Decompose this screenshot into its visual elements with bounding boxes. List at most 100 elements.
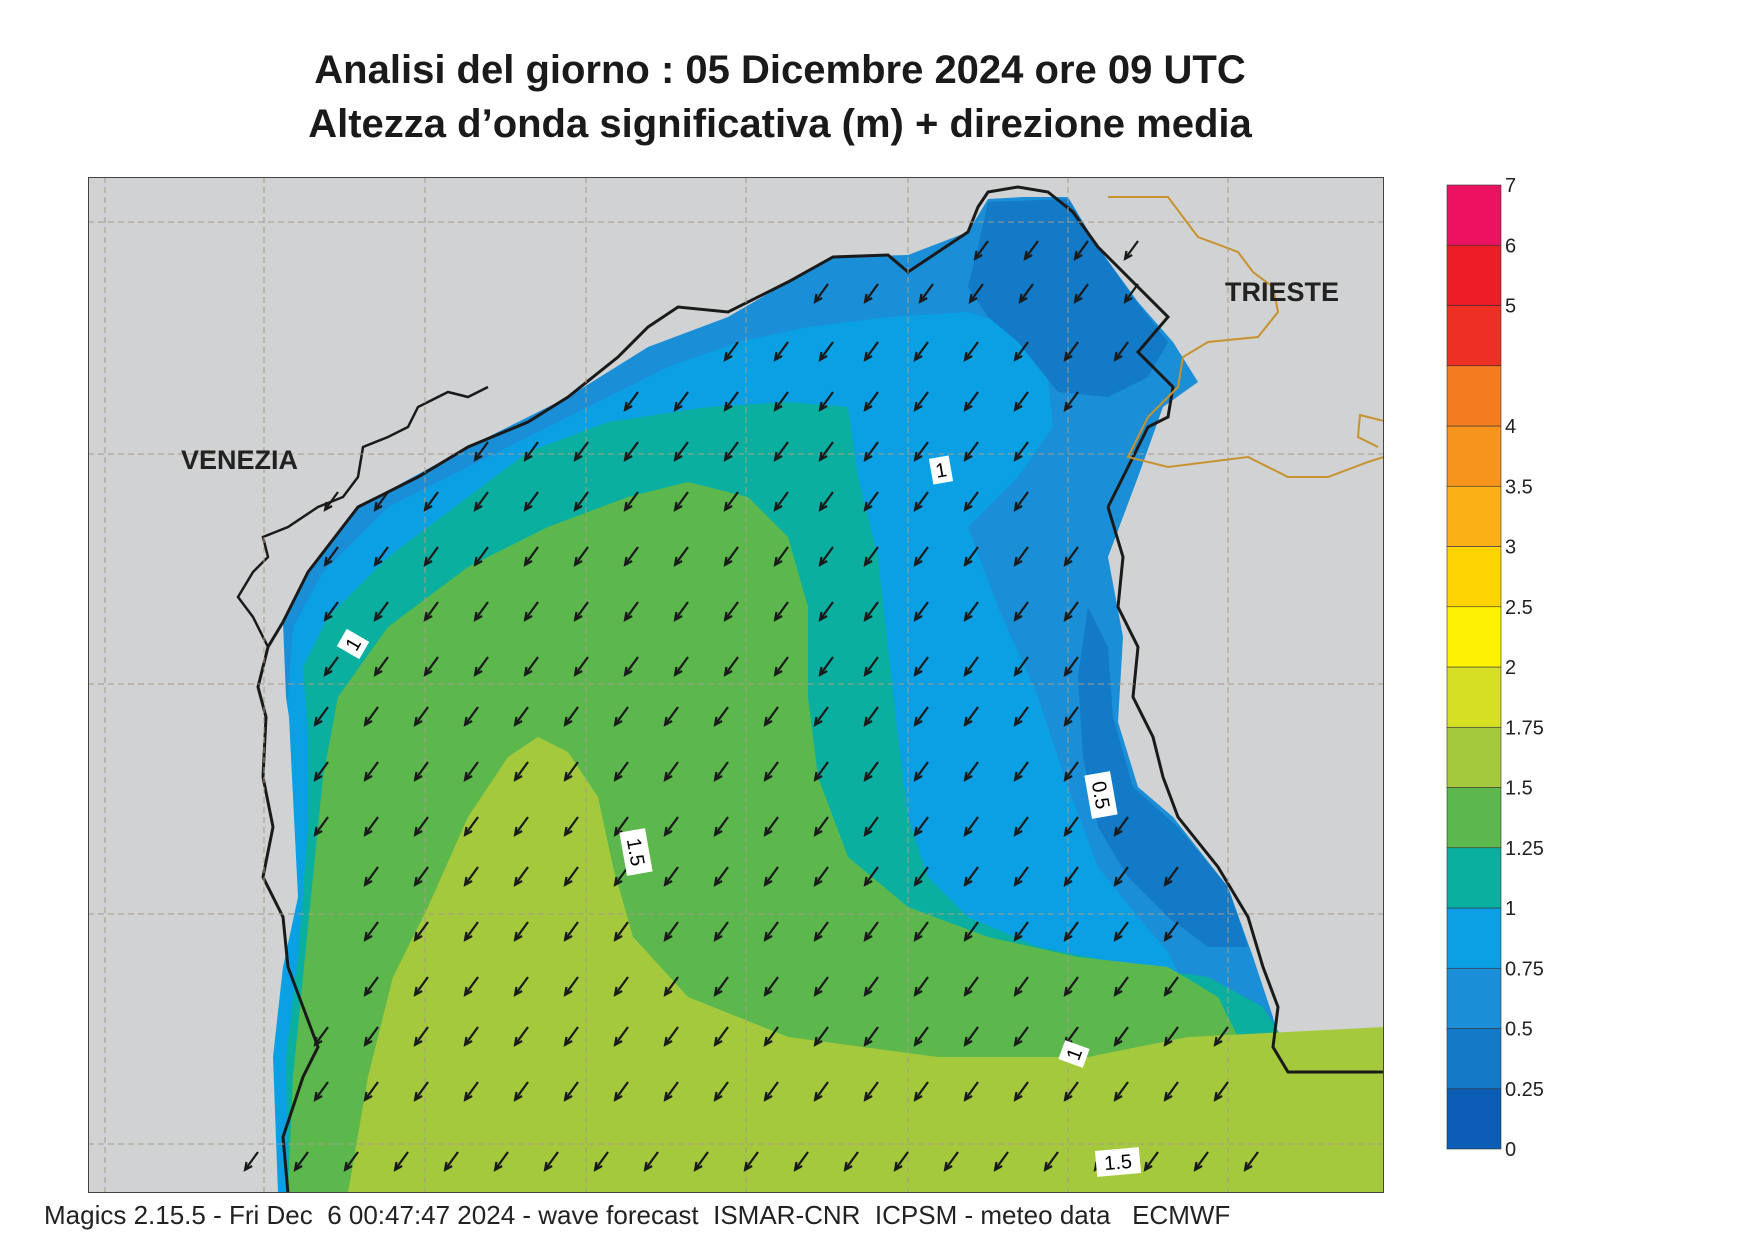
- direction-arrow-shaft: [474, 441, 489, 461]
- direction-arrow-shaft: [864, 391, 879, 411]
- direction-arrow-head: [563, 986, 573, 997]
- direction-arrow-shaft: [664, 1081, 679, 1101]
- direction-arrow-head: [713, 716, 723, 727]
- direction-arrow-head: [723, 611, 733, 622]
- direction-arrow-shaft: [714, 816, 729, 836]
- direction-arrow-shaft: [624, 656, 639, 676]
- contour-label-1-north: 1: [928, 455, 954, 485]
- direction-arrow-shaft: [814, 1081, 829, 1101]
- direction-arrow-shaft: [464, 816, 479, 836]
- direction-arrow-head: [813, 1091, 823, 1102]
- direction-arrow-shaft: [1014, 391, 1029, 411]
- direction-arrow-head: [863, 1036, 873, 1047]
- direction-arrow-shaft: [444, 1151, 459, 1171]
- graticule: [88, 177, 1384, 1193]
- direction-arrow-head: [963, 611, 973, 622]
- direction-arrow-head: [673, 451, 683, 462]
- direction-arrow-shaft: [1014, 1026, 1029, 1046]
- direction-arrow-shaft: [964, 491, 979, 511]
- color-legend: 0 0.25 0.5 0.75 1 1.25 1.5 1.75 2 2.5 3 3.5 4 5 6 7: [1446, 177, 1544, 1157]
- direction-arrow-head: [673, 556, 683, 567]
- direction-arrow-shaft: [474, 656, 489, 676]
- direction-arrow-head: [513, 1036, 523, 1047]
- direction-arrow-shaft: [1014, 656, 1029, 676]
- direction-arrow-head: [593, 1161, 603, 1172]
- direction-arrow-head: [963, 716, 973, 727]
- direction-arrow-head: [863, 771, 873, 782]
- direction-arrow-head: [573, 501, 583, 512]
- direction-arrow-shaft: [964, 341, 979, 361]
- direction-arrow-head: [413, 771, 423, 782]
- direction-arrow-shaft: [1014, 341, 1029, 361]
- direction-arrow-head: [663, 876, 673, 887]
- direction-arrow-shaft: [764, 706, 779, 726]
- direction-arrow-shaft: [524, 656, 539, 676]
- legend-swatch: [1446, 1028, 1502, 1090]
- direction-arrow-shaft: [1064, 866, 1079, 886]
- direction-arrow-head: [713, 986, 723, 997]
- direction-arrow-shaft: [964, 976, 979, 996]
- direction-arrow-head: [863, 451, 873, 462]
- direction-arrow-shaft: [894, 1151, 909, 1171]
- direction-arrow-head: [913, 556, 923, 567]
- contour-label-1.5-center: 1.5: [619, 828, 653, 876]
- direction-arrow-head: [1063, 666, 1073, 677]
- direction-arrow-head: [813, 986, 823, 997]
- direction-arrow-head: [1063, 826, 1073, 837]
- contour-label-0.5-east: 0.5: [1084, 771, 1118, 819]
- direction-arrow-head: [463, 826, 473, 837]
- direction-arrow-head: [513, 986, 523, 997]
- direction-arrow-head: [363, 716, 373, 727]
- direction-arrow-shaft: [1024, 240, 1039, 260]
- direction-arrow-head: [663, 986, 673, 997]
- direction-arrow-shaft: [1164, 1026, 1179, 1046]
- direction-arrow-shaft: [424, 491, 439, 511]
- direction-arrow-head: [723, 556, 733, 567]
- direction-arrow-shaft: [1074, 283, 1089, 303]
- legend-label: 3: [1505, 537, 1516, 559]
- direction-arrow-shaft: [664, 1026, 679, 1046]
- direction-arrow-shaft: [564, 1026, 579, 1046]
- direction-arrow-head: [773, 401, 783, 412]
- direction-arrow-head: [763, 826, 773, 837]
- direction-arrow-head: [513, 1091, 523, 1102]
- direction-arrow-shaft: [314, 1026, 329, 1046]
- direction-arrow-head: [773, 451, 783, 462]
- direction-arrow-shaft: [514, 976, 529, 996]
- direction-arrow-shaft: [1114, 341, 1129, 361]
- direction-arrow-head: [813, 876, 823, 887]
- direction-arrow-head: [663, 716, 673, 727]
- svg-text:1: 1: [934, 459, 949, 483]
- direction-arrow-shaft: [524, 546, 539, 566]
- direction-arrow-head: [413, 876, 423, 887]
- direction-arrow-head: [373, 501, 383, 512]
- direction-arrow-shaft: [474, 491, 489, 511]
- direction-arrow-head: [513, 716, 523, 727]
- direction-arrow-head: [1163, 876, 1173, 887]
- legend-swatch: [1446, 847, 1502, 909]
- direction-arrow-head: [463, 986, 473, 997]
- direction-arrow-shaft: [374, 656, 389, 676]
- direction-arrow-head: [1013, 666, 1023, 677]
- direction-arrow-head: [723, 401, 733, 412]
- direction-arrow-head: [523, 451, 533, 462]
- direction-arrow-shaft: [624, 391, 639, 411]
- direction-arrow-shaft: [524, 441, 539, 461]
- direction-arrow-shaft: [814, 706, 829, 726]
- direction-arrow-shaft: [394, 1151, 409, 1171]
- direction-arrow-head: [1063, 351, 1073, 362]
- direction-arrow-head: [813, 931, 823, 942]
- direction-arrow-shaft: [1114, 1026, 1129, 1046]
- direction-arrow-shaft: [514, 761, 529, 781]
- direction-arrow-shaft: [914, 441, 929, 461]
- direction-arrow-shaft: [744, 1151, 759, 1171]
- direction-arrow-head: [343, 1161, 353, 1172]
- direction-arrow-shaft: [314, 706, 329, 726]
- direction-arrow-head: [1013, 986, 1023, 997]
- direction-arrow-shaft: [819, 441, 834, 461]
- direction-arrow-head: [818, 666, 828, 677]
- direction-arrow-shaft: [1114, 816, 1129, 836]
- direction-arrow-shaft: [814, 976, 829, 996]
- direction-arrow-head: [613, 931, 623, 942]
- direction-arrow-head: [693, 1161, 703, 1172]
